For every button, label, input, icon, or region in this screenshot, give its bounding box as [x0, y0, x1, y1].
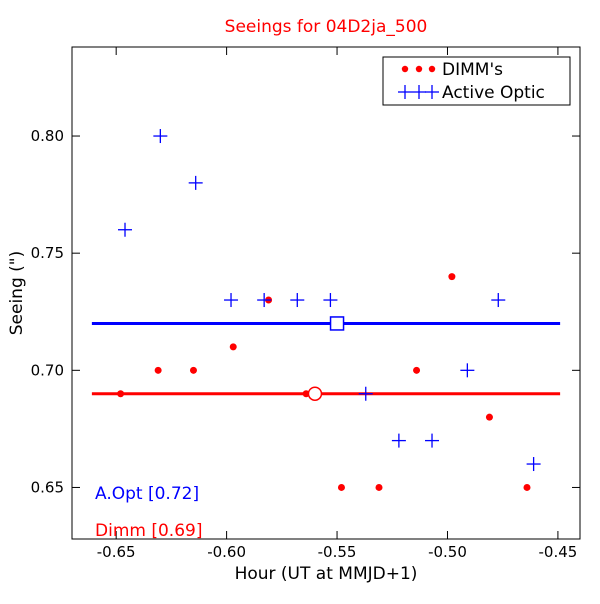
- active-optic-point: [188, 175, 203, 190]
- dimm-point: [302, 390, 310, 398]
- mean-marker-circle: [307, 386, 323, 401]
- y-tick-label: 0.75: [31, 244, 64, 262]
- x-tick-label: -0.65: [97, 543, 136, 561]
- active-optic-point: [153, 129, 168, 144]
- axes: -0.65 -0.60 -0.55 -0.50 -0.45 0.65 0.70 0.75 0.8…: [31, 47, 580, 561]
- legend-plus: [412, 85, 426, 99]
- x-axis-label: Hour (UT at MMJD+1): [235, 564, 418, 584]
- y-tick-label: 0.80: [31, 127, 64, 145]
- legend-dot: [428, 65, 436, 73]
- x-tick-label: -0.55: [318, 543, 357, 561]
- dimm-point: [413, 366, 421, 374]
- legend-plus: [398, 85, 412, 99]
- active-optic-point: [323, 293, 338, 308]
- x-tick-label: -0.45: [539, 543, 578, 561]
- legend-box: [382, 56, 571, 106]
- dimm-point: [189, 366, 197, 374]
- y-tick-label: 0.70: [31, 361, 64, 379]
- legend-marker-active-optic: [398, 85, 439, 99]
- legend: DIMM's Active Optic: [382, 56, 571, 106]
- active-optic-point: [358, 386, 373, 401]
- active-optic-point: [491, 293, 506, 308]
- dimm-point: [117, 390, 125, 398]
- dimm-point: [485, 413, 493, 421]
- active-optic-point: [290, 293, 305, 308]
- active-optic-point: [118, 222, 133, 237]
- active-optic-point: [391, 433, 406, 448]
- active-optic-point: [526, 457, 541, 472]
- dimm-point: [154, 366, 162, 374]
- dimm-point: [229, 343, 237, 351]
- x-tick-label: -0.60: [207, 543, 246, 561]
- chart-title: Seeings for 04D2ja_500: [225, 17, 428, 37]
- active-optic-point: [425, 433, 440, 448]
- legend-label-active-optic: Active Optic: [442, 83, 545, 103]
- active-optic-point: [460, 363, 475, 378]
- y-tick-label: 0.65: [31, 478, 64, 496]
- y-axis-label: Seeing ("): [7, 251, 27, 336]
- legend-marker-dimm: [401, 65, 436, 73]
- active-optic-point: [257, 293, 272, 308]
- dimm-point: [523, 483, 531, 491]
- annotation-aopt-mean: A.Opt [0.72]: [95, 484, 199, 504]
- dimm-point: [375, 483, 383, 491]
- x-tick-label: -0.50: [428, 543, 467, 561]
- plot-area: [91, 129, 561, 491]
- legend-plus: [425, 85, 439, 99]
- dimm-point: [448, 273, 456, 281]
- legend-label-dimm: DIMM's: [442, 60, 503, 80]
- mean-marker-square: [329, 316, 345, 331]
- legend-dot: [415, 65, 423, 73]
- active-optic-point: [224, 293, 239, 308]
- dimm-point: [337, 483, 345, 491]
- plot-frame: [71, 46, 581, 540]
- legend-dot: [401, 65, 409, 73]
- annotation-dimm-mean: Dimm [0.69]: [95, 521, 202, 541]
